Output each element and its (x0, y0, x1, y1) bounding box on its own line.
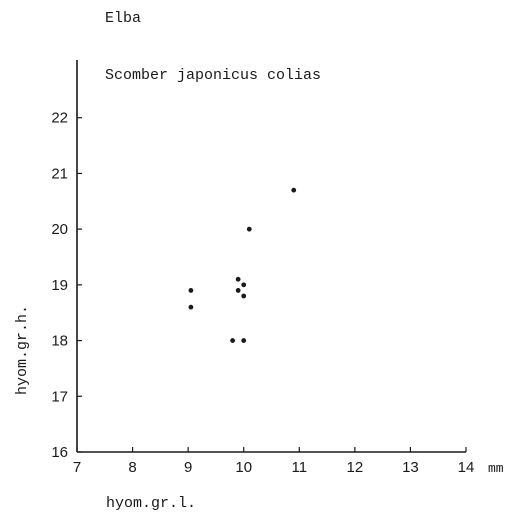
x-tick-label: 11 (291, 459, 307, 476)
data-point (241, 338, 247, 343)
x-tick-label: 7 (73, 459, 81, 476)
x-tick-label: 14 (458, 459, 475, 476)
data-point (235, 288, 241, 293)
y-tick-label: 16 (51, 444, 68, 461)
data-points (188, 187, 297, 343)
y-tick-label: 21 (51, 165, 68, 182)
y-ticks: 16 17 18 19 20 21 22 (51, 110, 82, 461)
data-point (188, 288, 194, 293)
x-tick-label: 8 (128, 459, 136, 476)
y-tick-label: 20 (51, 221, 68, 238)
y-axis-label: hyom.gr.h. (14, 305, 31, 395)
x-tick-label: 12 (347, 459, 364, 476)
x-axis-label: hyom.gr.l. (106, 495, 196, 512)
y-tick-label: 19 (51, 277, 68, 294)
data-point (230, 338, 236, 343)
data-point (188, 304, 194, 310)
data-point (246, 226, 252, 232)
x-tick-label: 10 (235, 459, 252, 476)
x-tick-label: 13 (402, 459, 419, 476)
species-label: Scomber japonicus colias (105, 67, 321, 84)
x-tick-label: 9 (184, 459, 192, 476)
data-point (291, 187, 297, 193)
data-point (241, 293, 247, 299)
x-unit-label: mm (488, 461, 504, 476)
location-label: Elba (105, 10, 141, 27)
y-tick-label: 17 (51, 388, 68, 405)
y-tick-label: 18 (51, 333, 68, 350)
y-tick-label: 22 (51, 110, 68, 127)
data-point (241, 282, 247, 288)
x-ticks: 7 8 9 10 11 12 13 14 (73, 447, 475, 476)
data-point (235, 276, 241, 282)
